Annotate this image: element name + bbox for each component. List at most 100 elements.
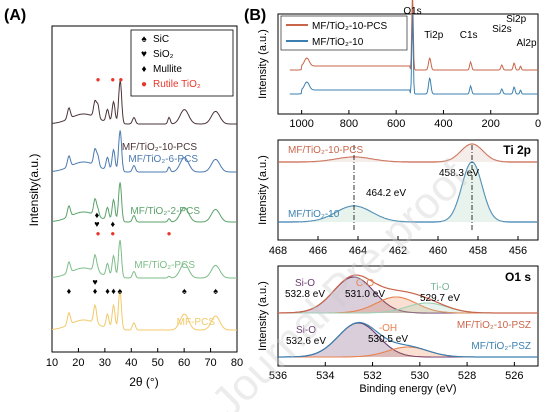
xrd-peak-marker-17: ♠ [213, 286, 218, 296]
survey-curve-1 [289, 13, 538, 95]
ti2p-xtick-label-3: 462 [389, 245, 407, 257]
survey-xtick-label-2: 600 [387, 118, 405, 130]
xrd-peak-marker-8: ♦ [110, 219, 115, 229]
survey-annotation-3: Si2s [492, 24, 511, 35]
panel-b-ti2p-title: Ti 2p [503, 143, 531, 157]
panel-b-ti2p: 468 466 464 462 460 458 456 Ti 2p Intensity (a… [257, 139, 539, 257]
xrd-curve-2 [52, 182, 237, 223]
ti2p-peak-label-1: 464.2 eV [366, 188, 406, 199]
ti2p-xtick-label-1: 466 [309, 245, 327, 257]
a-legend-marker-2: ♦ [141, 64, 146, 75]
xrd-series-label-4: MF/TiO₂-10-PCS [122, 142, 198, 153]
panel-b-ti2p-y-axis-label: Intensity (a.u.) [257, 155, 269, 225]
xrd-peak-marker-10: ♦ [67, 286, 72, 296]
survey-annotation-4: Si2p [506, 14, 526, 25]
xrd-peak-marker-15: ♠ [118, 286, 123, 296]
xrd-peak-marker-7: ● [110, 229, 115, 238]
xrd-peak-marker-16: ♠ [182, 286, 187, 296]
o1s-xtick-label-1: 534 [316, 370, 334, 382]
a-xtick-label-6: 70 [204, 357, 216, 369]
xrd-series-label-0: MF-PCS [177, 317, 216, 328]
panel-a-x-axis-label: 2θ (°) [129, 375, 158, 389]
panel-b-survey-legend: MF/TiO₂-10-PCS MF/TiO₂-10 [280, 15, 408, 51]
xrd-peak-marker-9: ● [167, 229, 172, 238]
panel-a-label: (A) [4, 7, 26, 24]
ti2p-series-label-0: MF/TiO₂-10-PCS [288, 145, 364, 156]
panel-b-ti2p-x-ticks: 468 466 464 462 460 458 456 [269, 236, 527, 257]
a-xtick-label-1: 20 [72, 357, 84, 369]
ti2p-xtick-label-2: 464 [349, 245, 367, 257]
xrd-peak-marker-11: ♦ [93, 286, 98, 296]
panel-b-o1s-x-ticks: 536 534 532 530 528 526 [269, 362, 524, 382]
o1s-component-name-1: C-O [356, 278, 375, 289]
ti2p-series-label-1: MF/TiO₂-10 [288, 209, 340, 220]
panel-b-survey-x-ticks: 1000 800 600 400 200 0 [289, 110, 541, 130]
o1s-component-value-0: 532.8 eV [285, 289, 325, 300]
a-xtick-label-0: 10 [46, 357, 58, 369]
survey-annotation-2: C1s [460, 30, 478, 41]
xrd-peak-marker-4: ● [96, 229, 101, 238]
xrd-curve-1 [52, 239, 237, 279]
panel-a-xrd: ●●●●●♥♦●♦●♦♦♥♦♦♠♠♠ MF-PCSMF/TiO₂-PCSMF/T… [27, 25, 243, 389]
xrd-peak-marker-0: ● [96, 75, 101, 84]
xrd-series-label-3: MF/TiO₂-6-PCS [128, 154, 198, 165]
o1s-component-value-2: 529.7 eV [420, 293, 460, 304]
o1s-xtick-label-0: 536 [269, 370, 287, 382]
panel-b-label: (B) [244, 7, 266, 24]
ti2p-peak-label-0: 458.3 eV [439, 168, 479, 179]
a-legend-label-1: SiO₂ [153, 49, 174, 60]
a-xtick-label-7: 80 [231, 357, 243, 369]
panel-a-legend: ♠ SiC ♥ SiO₂ ♦ Mullite ● Rutile TiO₂ [130, 29, 234, 97]
o1s-component-value-3: 532.6 eV [286, 336, 326, 347]
ti2p-curve-1 [278, 161, 537, 223]
o1s-series-label-1: MF/TiO₂-PSZ [471, 341, 531, 352]
panel-a-frame [51, 25, 238, 353]
o1s-series-label-0: MF/TiO₂-10-PSZ [457, 320, 531, 331]
o1s-component-name-4: -OH [379, 323, 397, 334]
survey-annotation-0: O1s [403, 6, 421, 17]
panel-b-survey-curves [289, 0, 538, 95]
a-legend-marker-3: ● [141, 79, 147, 90]
survey-xtick-label-0: 1000 [289, 118, 313, 130]
survey-annotation-5: Al2p [517, 38, 537, 49]
a-xtick-label-3: 40 [125, 357, 137, 369]
o1s-xtick-label-2: 532 [363, 370, 381, 382]
a-xtick-label-2: 30 [99, 357, 111, 369]
a-legend-marker-0: ♠ [141, 34, 147, 45]
o1s-component-name-2: Ti-O [430, 282, 449, 293]
ti2p-xtick-label-0: 468 [269, 245, 287, 257]
o1s-component-value-4: 530.5 eV [368, 334, 408, 345]
panel-b-o1s-x-axis-label: Binding energy (eV) [359, 383, 456, 395]
a-legend-label-3: Rutile TiO₂ [153, 79, 201, 90]
a-xtick-label-4: 50 [152, 357, 164, 369]
o1s-envelope-1 [278, 321, 538, 358]
xrd-peak-marker-5: ♥ [94, 219, 99, 229]
ti2p-xtick-label-5: 458 [469, 245, 487, 257]
panel-b-o1s-title: O1 s [505, 270, 531, 284]
o1s-component-name-0: Si-O [295, 278, 315, 289]
legend-label-survey-0: MF/TiO₂-10-PCS [312, 21, 388, 32]
xrd-peak-marker-14: ♦ [111, 286, 116, 296]
panel-b-o1s-y-axis-label: Intensity (a.u.) [257, 281, 269, 351]
xrd-series-label-1: MF/TiO₂-PCS [134, 260, 195, 271]
xrd-peak-marker-6: ♦ [95, 210, 100, 220]
survey-xtick-label-3: 400 [434, 118, 452, 130]
panel-a-legend-entries: ♠ SiC ♥ SiO₂ ♦ Mullite ● Rutile TiO₂ [141, 34, 201, 90]
panel-b-survey-frame [277, 13, 539, 115]
xrd-peak-marker-2: ● [119, 75, 124, 84]
xrd-peak-marker-1: ● [110, 75, 115, 84]
panel-b-o1s-curves [278, 274, 538, 358]
panel-b-survey-y-axis-label: Intensity (a.u.) [257, 29, 269, 99]
ti2p-xtick-label-6: 456 [509, 245, 527, 257]
o1s-xtick-label-4: 528 [458, 370, 476, 382]
o1s-component-value-1: 531.0 eV [345, 289, 385, 300]
legend-label-survey-1: MF/TiO₂-10 [312, 37, 364, 48]
ti2p-xtick-label-4: 460 [429, 245, 447, 257]
a-legend-marker-1: ♥ [141, 49, 147, 60]
o1s-xtick-label-5: 526 [505, 370, 523, 382]
